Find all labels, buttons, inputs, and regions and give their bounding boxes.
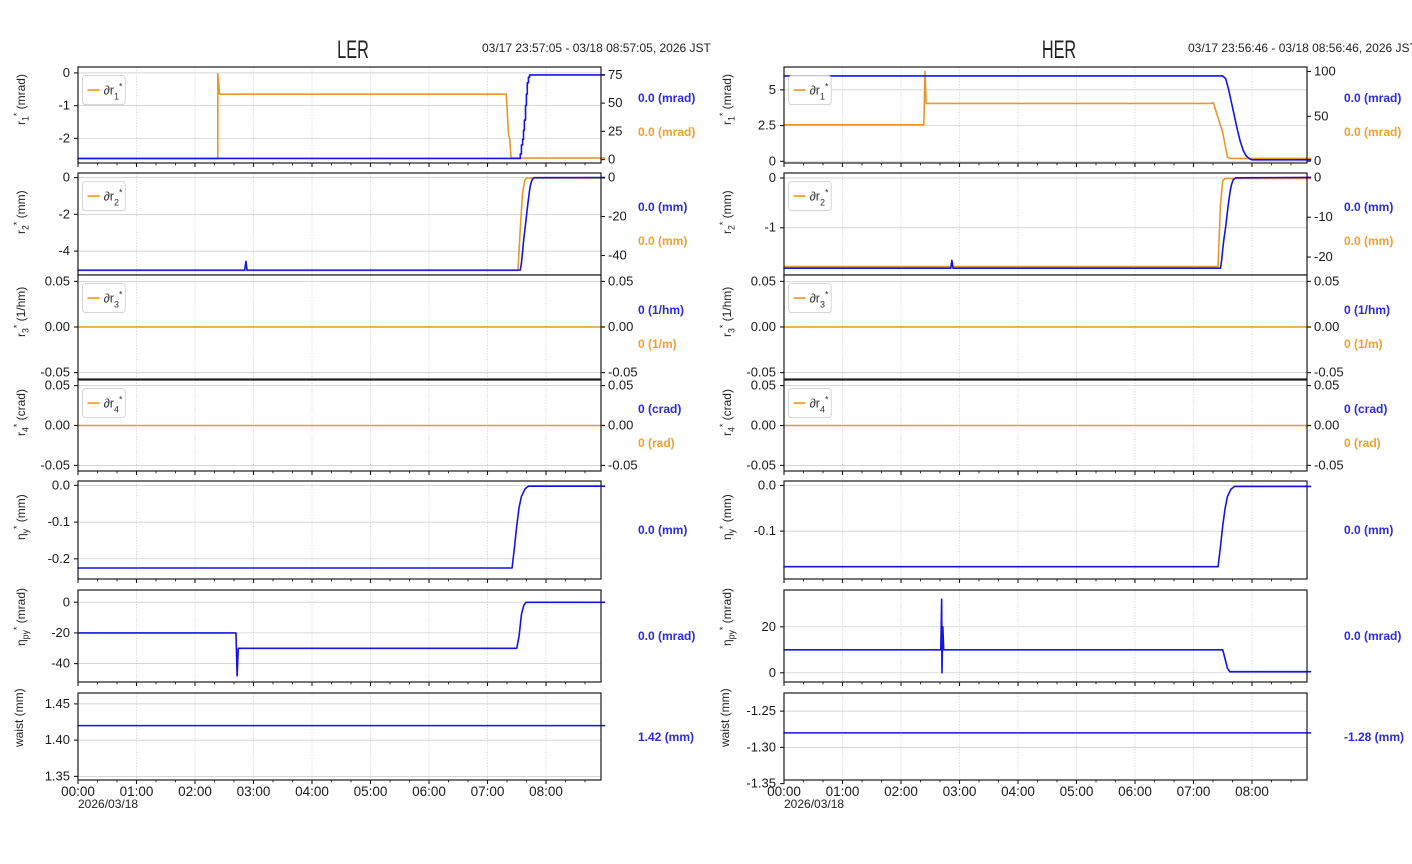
svg-text:-4: -4 — [58, 243, 70, 258]
svg-text:0.05: 0.05 — [1314, 273, 1339, 288]
svg-text:04:00: 04:00 — [295, 784, 329, 799]
svg-text:0: 0 — [769, 170, 776, 185]
svg-text:02:00: 02:00 — [178, 784, 212, 799]
svg-text:5: 5 — [769, 82, 776, 97]
svg-text:-0.05: -0.05 — [40, 457, 70, 472]
svg-text:100: 100 — [1314, 63, 1336, 78]
svg-text:50: 50 — [1314, 108, 1328, 123]
svg-text:0: 0 — [769, 153, 776, 168]
svg-text:-0.05: -0.05 — [1314, 457, 1344, 472]
svg-text:-1.30: -1.30 — [746, 739, 776, 754]
svg-text:-40: -40 — [51, 656, 70, 671]
svg-text:07:00: 07:00 — [1177, 784, 1211, 799]
svg-text:1.35: 1.35 — [45, 768, 70, 783]
svg-text:0.0: 0.0 — [758, 478, 776, 493]
svg-text:0: 0 — [63, 65, 70, 80]
svg-text:-0.05: -0.05 — [608, 457, 638, 472]
svg-text:02:00: 02:00 — [884, 784, 918, 799]
svg-text:0.05: 0.05 — [751, 273, 776, 288]
svg-text:2.5: 2.5 — [758, 118, 776, 133]
svg-text:08:00: 08:00 — [529, 784, 563, 799]
svg-text:05:00: 05:00 — [354, 784, 388, 799]
svg-text:25: 25 — [608, 123, 622, 138]
svg-text:-2: -2 — [58, 206, 70, 221]
svg-text:-10: -10 — [1314, 209, 1333, 224]
svg-text:-2: -2 — [58, 130, 70, 145]
svg-text:0.05: 0.05 — [45, 378, 70, 393]
svg-text:05:00: 05:00 — [1060, 784, 1094, 799]
svg-text:00:00: 00:00 — [767, 784, 801, 799]
svg-text:0.00: 0.00 — [45, 418, 70, 433]
svg-text:0.00: 0.00 — [1314, 319, 1339, 334]
svg-text:0.05: 0.05 — [1314, 378, 1339, 393]
svg-text:-0.2: -0.2 — [48, 551, 70, 566]
svg-text:03:00: 03:00 — [237, 784, 271, 799]
svg-text:50: 50 — [608, 95, 622, 110]
svg-text:0: 0 — [1314, 169, 1321, 184]
svg-text:1.40: 1.40 — [45, 732, 70, 747]
svg-text:-0.05: -0.05 — [746, 457, 776, 472]
svg-text:0.00: 0.00 — [608, 418, 633, 433]
svg-text:1.45: 1.45 — [45, 696, 70, 711]
svg-text:0: 0 — [608, 169, 615, 184]
svg-text:01:00: 01:00 — [826, 784, 860, 799]
svg-text:0.00: 0.00 — [1314, 418, 1339, 433]
svg-text:01:00: 01:00 — [120, 784, 154, 799]
svg-text:-20: -20 — [51, 625, 70, 640]
svg-text:0.0: 0.0 — [52, 477, 70, 492]
svg-text:-1: -1 — [764, 220, 776, 235]
svg-text:-20: -20 — [608, 208, 627, 223]
svg-text:-1: -1 — [58, 98, 70, 113]
svg-text:0: 0 — [1314, 153, 1321, 168]
svg-text:06:00: 06:00 — [1118, 784, 1152, 799]
svg-text:0: 0 — [63, 170, 70, 185]
svg-text:0: 0 — [63, 594, 70, 609]
svg-text:-1.25: -1.25 — [746, 703, 776, 718]
svg-text:0.00: 0.00 — [45, 319, 70, 334]
svg-text:-0.1: -0.1 — [754, 523, 776, 538]
svg-text:20: 20 — [762, 619, 776, 634]
svg-text:07:00: 07:00 — [471, 784, 505, 799]
svg-text:0.05: 0.05 — [45, 273, 70, 288]
svg-text:0.05: 0.05 — [608, 378, 633, 393]
svg-text:04:00: 04:00 — [1001, 784, 1035, 799]
svg-text:03:00: 03:00 — [943, 784, 977, 799]
svg-text:00:00: 00:00 — [61, 784, 95, 799]
svg-text:0.00: 0.00 — [608, 319, 633, 334]
svg-text:-0.1: -0.1 — [48, 514, 70, 529]
svg-text:08:00: 08:00 — [1235, 784, 1269, 799]
svg-text:06:00: 06:00 — [412, 784, 446, 799]
svg-text:0: 0 — [769, 665, 776, 680]
svg-text:-40: -40 — [608, 248, 627, 263]
svg-text:0.00: 0.00 — [751, 418, 776, 433]
svg-text:0.05: 0.05 — [608, 273, 633, 288]
svg-text:-20: -20 — [1314, 249, 1333, 264]
svg-text:75: 75 — [608, 67, 622, 82]
svg-text:0: 0 — [608, 152, 615, 167]
svg-text:0.05: 0.05 — [751, 378, 776, 393]
svg-text:0.00: 0.00 — [751, 319, 776, 334]
